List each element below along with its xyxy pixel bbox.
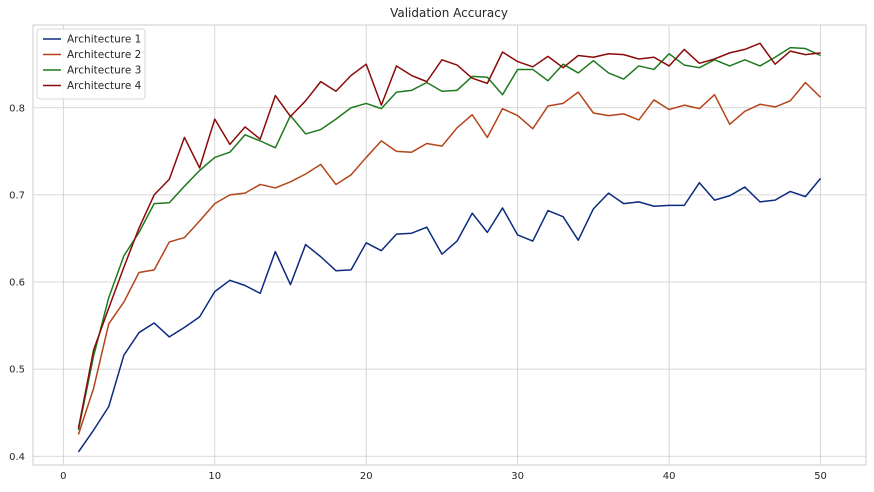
x-tick-label: 0 (60, 471, 66, 482)
x-tick-label: 30 (511, 471, 524, 482)
legend-label: Architecture 2 (67, 49, 141, 61)
series-line-architecture-4 (77, 42, 821, 429)
grid-lines (33, 25, 866, 465)
legend-box (36, 28, 146, 100)
y-tick-label: 0.6 (9, 278, 25, 289)
x-tick-label: 20 (360, 471, 373, 482)
legend-label: Architecture 3 (67, 65, 141, 77)
y-tick-label: 0.7 (9, 190, 25, 201)
series-line-architecture-1 (77, 177, 822, 453)
plot-frame (32, 24, 867, 466)
chart-title: Validation Accuracy (390, 6, 508, 20)
x-tick-label: 50 (814, 471, 827, 482)
y-tick-label: 0.5 (9, 365, 25, 376)
series-line-architecture-2 (77, 81, 822, 435)
series-line-architecture-3 (77, 46, 821, 431)
tick-labels: 0 10 20 30 40 50 0.4 0.5 0.6 0.7 0.8 (9, 103, 827, 482)
x-tick-label: 10 (208, 471, 221, 482)
legend-label: Architecture 4 (67, 80, 142, 92)
x-tick-label: 40 (663, 471, 676, 482)
axes-frame (32, 24, 867, 466)
legend-label: Architecture 1 (67, 34, 141, 46)
y-tick-label: 0.4 (9, 452, 25, 463)
y-tick-label: 0.8 (9, 103, 25, 114)
legend: Architecture 1 Architecture 2 Architecture… (36, 28, 146, 100)
series-lines (77, 42, 822, 453)
